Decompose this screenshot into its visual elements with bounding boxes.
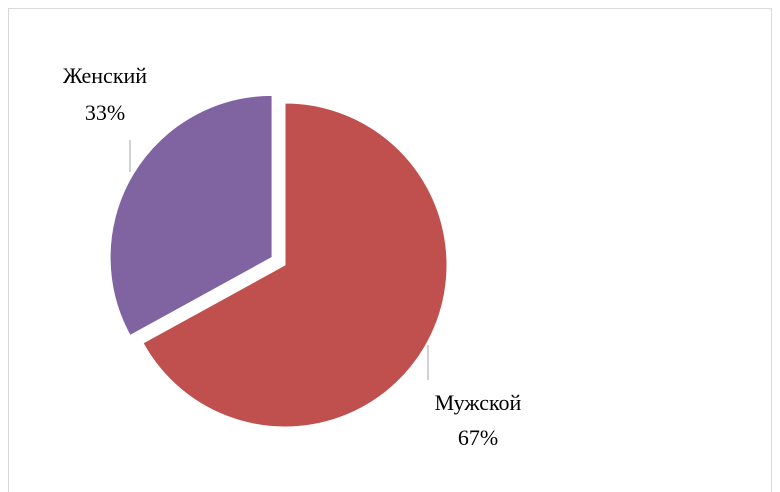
pie-slice [142,102,448,428]
pie-slice [109,94,273,337]
slice-value-label: 67% [458,425,498,450]
slice-label: Мужской [435,390,522,415]
slice-label: Женский [63,63,147,88]
slice-value-label: 33% [85,100,125,125]
